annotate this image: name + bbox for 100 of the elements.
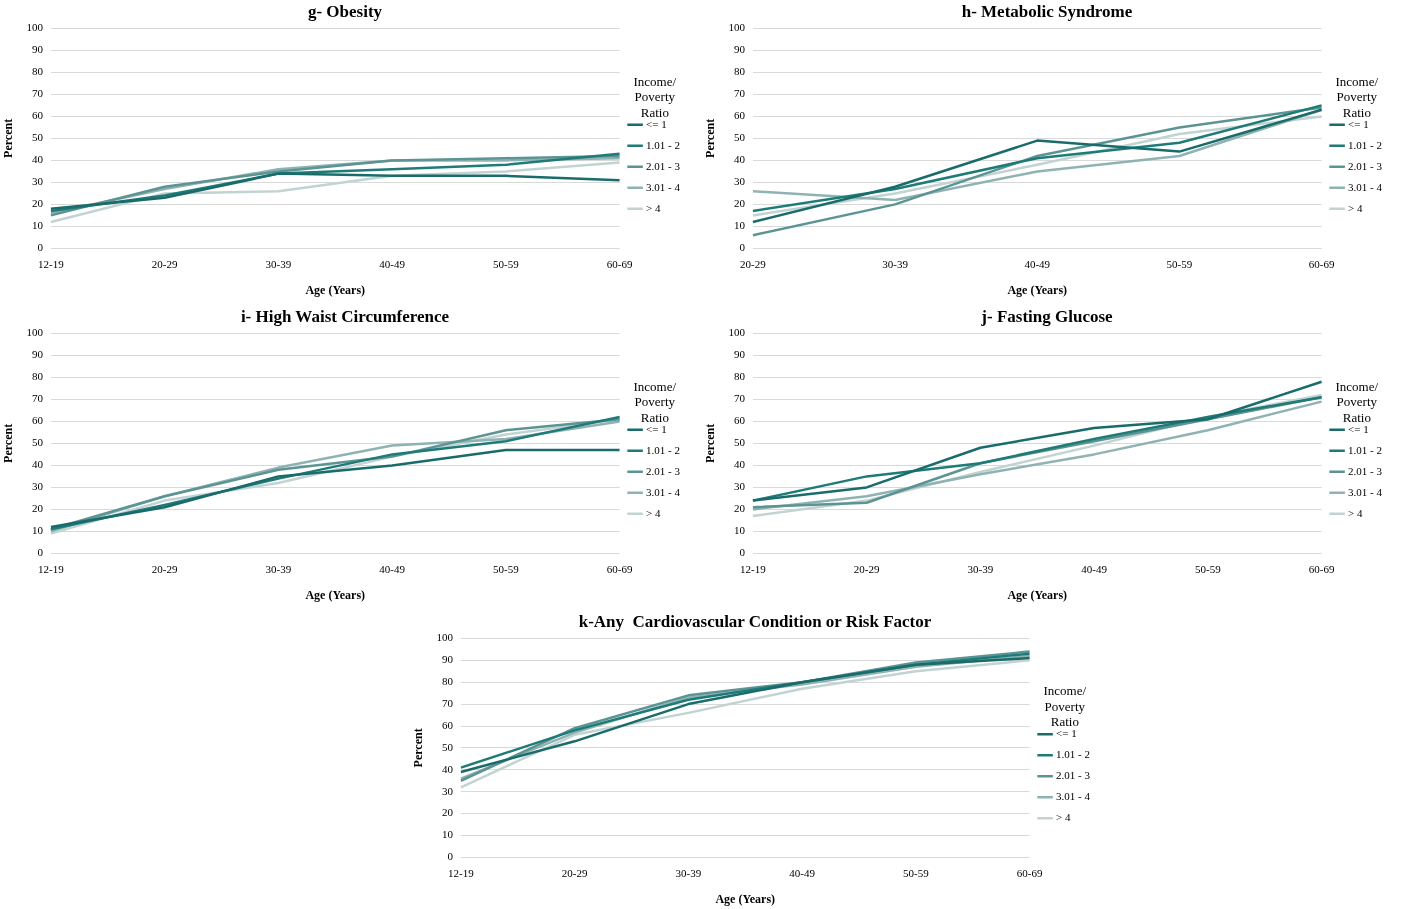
x-tick-label: 12-19 [38, 257, 65, 270]
y-axis-title: Percent [1, 118, 16, 158]
y-tick-label: 50 [733, 436, 746, 449]
y-axis-title: Percent [411, 728, 426, 768]
y-tick-label: 80 [733, 370, 746, 383]
y-tick-label: 70 [31, 392, 44, 405]
legend-label: 1.01 - 2 [646, 138, 681, 151]
y-tick-label: 60 [31, 414, 44, 427]
x-tick-label: 50-59 [1166, 257, 1193, 270]
y-tick-label: 40 [31, 458, 44, 471]
x-tick-label: 50-59 [903, 866, 930, 879]
x-tick-label: 60-69 [1308, 562, 1335, 575]
x-tick-label: 60-69 [606, 562, 633, 575]
y-tick-label: 10 [31, 219, 44, 232]
x-tick-label: 20-29 [561, 866, 588, 879]
y-tick-label: 90 [441, 653, 454, 666]
y-tick-label: 90 [733, 43, 746, 56]
legend-label: > 4 [1348, 201, 1364, 214]
x-tick-label: 40-49 [789, 866, 816, 879]
y-tick-label: 80 [31, 370, 44, 383]
x-tick-label: 20-29 [151, 562, 178, 575]
x-tick-label: 30-39 [265, 562, 292, 575]
y-tick-label: 20 [733, 502, 746, 515]
legend-title: Income/ Poverty Ratio [1335, 378, 1379, 425]
legend-label: 1.01 - 2 [1056, 748, 1091, 761]
y-tick-label: 20 [31, 197, 44, 210]
y-tick-label: 0 [739, 546, 746, 559]
y-tick-label: 80 [733, 65, 746, 78]
legend-title: Income/ Poverty Ratio [633, 378, 677, 425]
legend-label: 1.01 - 2 [646, 443, 681, 456]
y-tick-label: 80 [31, 65, 44, 78]
y-axis-title: Percent [1, 423, 16, 463]
legend-title: Income/ Poverty Ratio [633, 73, 677, 120]
legend-label: 1.01 - 2 [1348, 443, 1383, 456]
y-tick-label: 50 [31, 436, 44, 449]
legend-label: 3.01 - 4 [1348, 180, 1383, 193]
y-tick-label: 60 [733, 109, 746, 122]
legend-label: > 4 [1056, 811, 1072, 824]
legend-label: > 4 [1348, 506, 1364, 519]
legend-label: 1.01 - 2 [1348, 138, 1383, 151]
legend-label: > 4 [646, 201, 662, 214]
x-tick-label: 40-49 [1081, 562, 1108, 575]
y-axis-title: Percent [703, 118, 718, 158]
legend-label: 2.01 - 3 [1056, 769, 1091, 782]
y-tick-label: 90 [31, 43, 44, 56]
y-tick-label: 30 [31, 480, 44, 493]
x-tick-label: 60-69 [1016, 866, 1043, 879]
y-tick-label: 50 [441, 740, 454, 753]
y-tick-label: 40 [733, 153, 746, 166]
x-axis-title: Age (Years) [305, 587, 366, 602]
y-tick-label: 30 [733, 175, 746, 188]
y-tick-label: 10 [733, 524, 746, 537]
x-tick-label: 30-39 [882, 257, 909, 270]
x-tick-label: 40-49 [1024, 257, 1051, 270]
y-tick-label: 40 [733, 458, 746, 471]
y-tick-label: 100 [26, 326, 44, 339]
x-tick-label: 50-59 [493, 562, 520, 575]
y-tick-label: 20 [31, 502, 44, 515]
y-tick-label: 70 [441, 696, 454, 709]
y-axis-title: Percent [703, 423, 718, 463]
legend-label: 2.01 - 3 [1348, 464, 1383, 477]
y-tick-label: 90 [31, 348, 44, 361]
y-tick-label: 10 [31, 524, 44, 537]
y-tick-label: 50 [733, 131, 746, 144]
y-tick-label: 0 [37, 241, 44, 254]
y-tick-label: 100 [728, 326, 746, 339]
y-tick-label: 60 [31, 109, 44, 122]
y-tick-label: 90 [733, 348, 746, 361]
y-tick-label: 50 [31, 131, 44, 144]
legend-label: 3.01 - 4 [646, 180, 681, 193]
legend-label: <= 1 [1056, 727, 1077, 740]
x-axis-title: Age (Years) [1007, 282, 1068, 297]
y-tick-label: 40 [31, 153, 44, 166]
y-tick-label: 70 [31, 87, 44, 100]
legend-label: 3.01 - 4 [1348, 485, 1383, 498]
y-tick-label: 100 [436, 631, 454, 644]
x-tick-label: 12-19 [740, 562, 767, 575]
y-tick-label: 100 [26, 21, 44, 34]
y-tick-label: 60 [441, 718, 454, 731]
legend-label: 2.01 - 3 [646, 159, 681, 172]
x-tick-label: 50-59 [1195, 562, 1222, 575]
legend-label: 3.01 - 4 [646, 485, 681, 498]
y-tick-label: 30 [31, 175, 44, 188]
y-tick-label: 70 [733, 392, 746, 405]
y-tick-label: 20 [733, 197, 746, 210]
x-axis-title: Age (Years) [1007, 587, 1068, 602]
y-tick-label: 40 [441, 762, 454, 775]
x-tick-label: 50-59 [493, 257, 520, 270]
y-tick-label: 20 [441, 806, 454, 819]
x-tick-label: 30-39 [675, 866, 702, 879]
y-tick-label: 30 [441, 784, 454, 797]
x-tick-label: 20-29 [853, 562, 880, 575]
x-tick-label: 40-49 [379, 257, 406, 270]
x-axis-title: Age (Years) [305, 282, 366, 297]
y-tick-label: 100 [728, 21, 746, 34]
x-tick-label: 20-29 [740, 257, 767, 270]
legend-label: <= 1 [1348, 422, 1369, 435]
y-tick-label: 80 [441, 675, 454, 688]
chart-title: g- Obesity [307, 1, 383, 21]
legend-label: > 4 [646, 506, 662, 519]
